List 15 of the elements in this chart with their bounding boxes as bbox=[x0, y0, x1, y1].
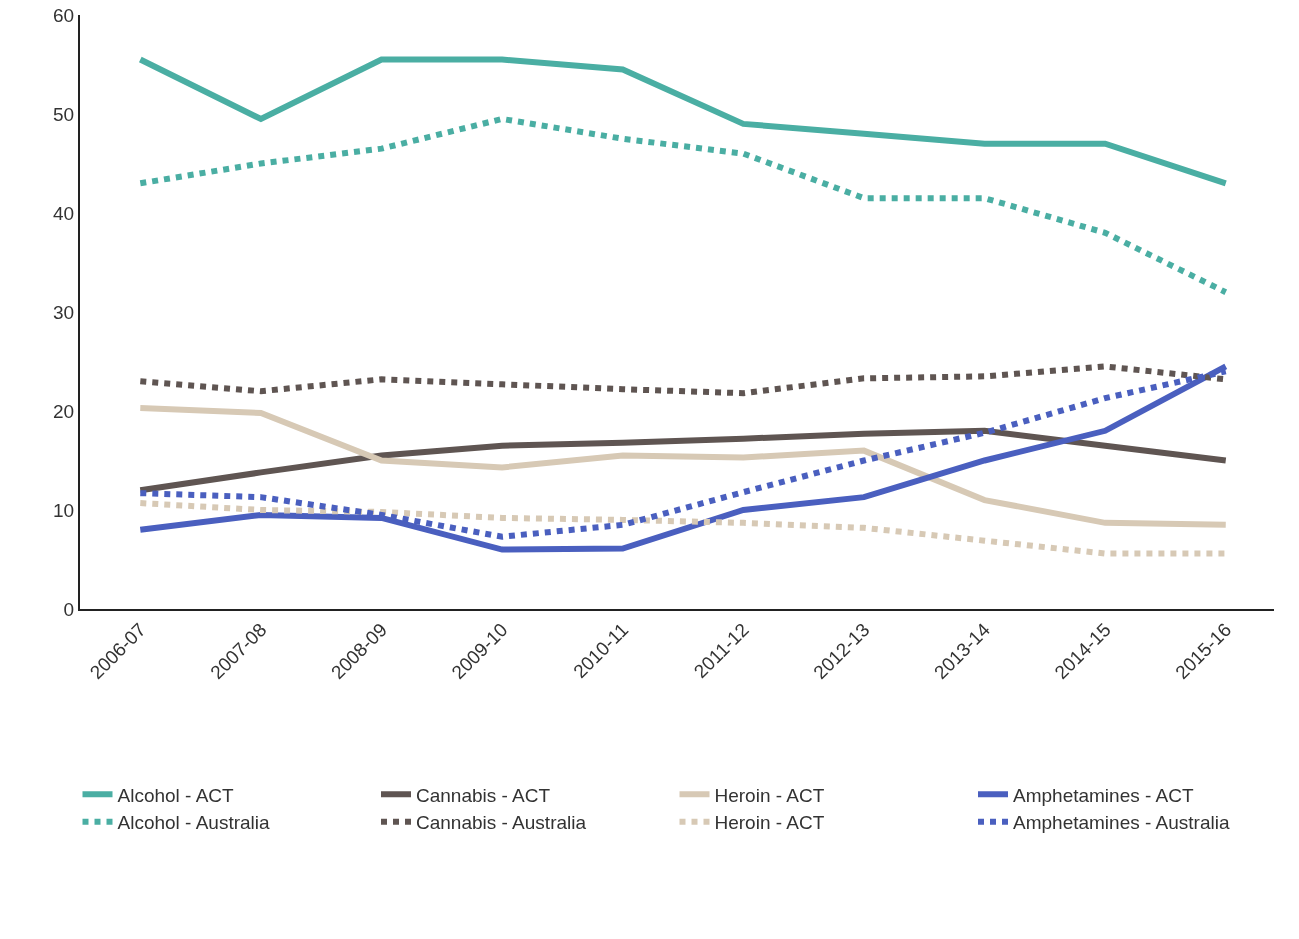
legend-label: Alcohol - Australia bbox=[117, 812, 271, 834]
legend-label: Cannabis - Australia bbox=[416, 812, 587, 834]
legend-label: Amphetamines - Australia bbox=[1013, 812, 1230, 834]
y-tick-label: 40 bbox=[53, 202, 75, 224]
legend-label: Cannabis - ACT bbox=[416, 784, 551, 806]
legend-label: Alcohol - ACT bbox=[117, 784, 235, 806]
legend-label: Amphetamines - ACT bbox=[1013, 784, 1194, 806]
y-tick-label: 60 bbox=[53, 4, 75, 26]
legend-label: Heroin - ACT bbox=[714, 812, 825, 834]
y-tick-label: 10 bbox=[53, 499, 75, 521]
y-tick-label: 0 bbox=[63, 598, 75, 620]
y-tick-label: 20 bbox=[53, 400, 75, 422]
legend-label: Heroin - ACT bbox=[714, 784, 825, 806]
y-tick-label: 30 bbox=[53, 301, 75, 323]
y-tick-label: 50 bbox=[53, 103, 75, 125]
